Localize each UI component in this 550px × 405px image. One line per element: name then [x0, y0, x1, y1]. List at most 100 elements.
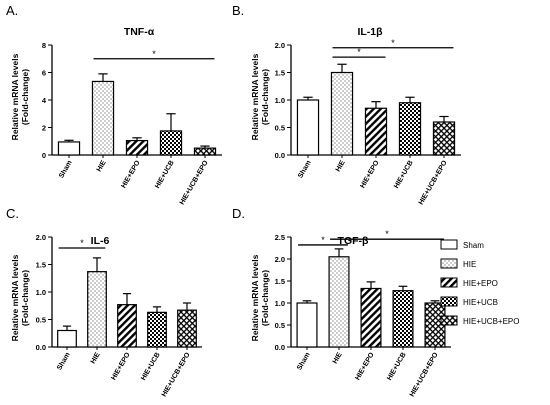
panel-d-ytick-label: 1.5 — [275, 277, 285, 286]
legend-label-hie: HIE — [463, 260, 476, 269]
panel-c-bar — [147, 311, 167, 348]
panel-c-ytick-label: 1.5 — [36, 261, 46, 270]
panel-d-ylabel-line1: Relative mRNA levels — [250, 254, 260, 341]
panel-d-bar — [296, 302, 318, 348]
panel-b-ylabel-line1: Relative mRNA levels — [250, 53, 260, 140]
panel-c-bar — [87, 271, 107, 348]
panel-c-letter: C. — [6, 206, 19, 221]
panel-d-significance-star: * — [321, 235, 325, 245]
panel-c-ytick-label: 0.5 — [36, 316, 46, 325]
panel-b-xtick-label: Sham — [297, 160, 313, 180]
legend-swatch-hie-ucb — [440, 296, 458, 307]
panel-b-ytick-label: 0.5 — [275, 124, 285, 133]
legend-label-hie-ucb: HIE+UCB — [463, 298, 498, 307]
panel-b-bar — [432, 121, 456, 156]
panel-b-ylabel: Relative mRNA levels (Fold-change) — [250, 53, 270, 140]
legend-swatch-sham — [440, 239, 458, 250]
panel-b-ylabel-line2: (Fold-change) — [260, 69, 270, 125]
legend-label-sham: Sham — [463, 241, 484, 250]
panel-c-significance-star: * — [80, 238, 84, 248]
panel-b-xtick-label: HIE — [335, 159, 347, 173]
panel-c-bar — [177, 309, 197, 348]
panel-c-ylabel-line2: (Fold-change) — [20, 270, 30, 326]
legend: Sham HIE HIE+EPO HIE+UCB HIE+UCB+EPO — [440, 239, 519, 326]
panel-a-plot: 0 2 4 6 8 Sham HIE HIE+EPO HIE+UCB HIE+UCB+EPO * — [42, 41, 222, 206]
panel-d-letter: D. — [232, 206, 245, 221]
panel-d-ytick-label: 2.0 — [275, 255, 285, 264]
panel-a-significance-star: * — [152, 49, 156, 59]
panel-d-plot: 0.0 0.5 1.0 1.5 2.0 2.5 Sham HIE HIE+EPO HIE+UCB H… — [275, 229, 451, 398]
panel-d-xtick-label: Sham — [296, 352, 312, 372]
panel-a-xtick-label: HIE+EPO — [120, 159, 142, 189]
legend-label-hie-ucb-epo: HIE+UCB+EPO — [463, 317, 519, 326]
panel-c-title: IL-6 — [91, 235, 110, 247]
panel-c-xtick-label: Sham — [56, 352, 72, 372]
panel-a-bar — [159, 130, 183, 156]
panel-a-ylabel: Relative mRNA levels (Fold-change) — [10, 53, 30, 140]
panel-d: D. TGF-β Relative mRNA levels (Fold-chan… — [232, 206, 451, 398]
panel-b-letter: B. — [232, 3, 244, 18]
panel-c-ylabel-line1: Relative mRNA levels — [10, 254, 20, 341]
panel-c-xtick-label: HIE — [90, 351, 102, 365]
panel-b-bar — [398, 102, 422, 156]
legend-swatch-hie-ucb-epo — [440, 315, 458, 326]
panel-b-bar — [330, 71, 354, 156]
panel-c-bar — [117, 304, 137, 348]
panel-a-xtick-label: HIE+UCB+EPO — [179, 159, 210, 206]
panel-a-bar — [57, 141, 81, 156]
panel-a-xtick-label: HIE+UCB — [154, 160, 176, 190]
panel-d-title: TGF-β — [338, 235, 369, 247]
panel-b-xtick-label: HIE+EPO — [359, 159, 381, 189]
panel-d-ytick-label: 1.0 — [275, 299, 285, 308]
panel-a-ytick-label: 0 — [42, 151, 46, 160]
panel-a-ylabel-line2: (Fold-change) — [20, 69, 30, 125]
panel-a-title: TNF-α — [124, 26, 155, 38]
panel-d-ylabel: Relative mRNA levels (Fold-change) — [250, 254, 270, 341]
panel-c: C. IL-6 Relative mRNA levels (Fold-chang… — [6, 206, 202, 398]
panel-b-ytick-label: 1.5 — [275, 69, 285, 78]
panel-a-bar — [193, 147, 217, 156]
panel-d-bar — [328, 256, 350, 348]
panel-a-ytick-label: 6 — [42, 69, 46, 78]
panel-b-xtick-label: HIE+UCB — [393, 160, 415, 190]
legend-swatch-hie — [440, 258, 458, 269]
panel-d-ytick-label: 0.0 — [275, 343, 285, 352]
panel-a-letter: A. — [6, 3, 18, 18]
panel-a-ytick-label: 8 — [42, 41, 46, 50]
panel-b-title: IL-1β — [357, 26, 383, 38]
panel-c-ylabel: Relative mRNA levels (Fold-change) — [10, 254, 30, 341]
panel-c-plot: 0.0 0.5 1.0 1.5 2.0 Sham HIE HIE+EPO HIE+UCB HIE+… — [36, 233, 202, 398]
panel-b-bar — [364, 107, 388, 156]
panel-a-bar — [91, 80, 115, 156]
panel-c-xtick-label: HIE+UCB — [140, 352, 162, 382]
panel-a-ytick-label: 4 — [42, 96, 47, 105]
panel-a: A. TNF-α Relative mRNA levels (Fold-chan… — [6, 3, 222, 206]
panel-d-bar — [360, 287, 382, 348]
panel-a-xtick-label: Sham — [58, 160, 74, 180]
legend-swatch-hie-epo — [440, 277, 458, 288]
panel-d-xtick-label: HIE — [332, 351, 344, 365]
panel-b-significance-star: * — [391, 38, 395, 48]
panel-d-ytick-label: 2.5 — [275, 233, 285, 242]
panel-c-xtick-label: HIE+EPO — [110, 351, 132, 381]
panel-d-ylabel-line2: (Fold-change) — [260, 270, 270, 326]
panel-d-bar — [392, 290, 414, 348]
panel-b-bar — [296, 99, 320, 156]
panel-a-xtick-label: HIE — [96, 159, 108, 173]
legend-label-hie-epo: HIE+EPO — [463, 279, 498, 288]
panel-c-ytick-label: 2.0 — [36, 233, 46, 242]
panel-b-ytick-label: 1.0 — [275, 96, 285, 105]
panel-a-bar — [125, 139, 149, 156]
panel-d-significance-star: * — [385, 229, 389, 239]
panel-a-ylabel-line1: Relative mRNA levels — [10, 53, 20, 140]
panel-a-ytick-label: 2 — [42, 124, 46, 133]
panel-d-ytick-label: 0.5 — [275, 321, 285, 330]
panel-b-ytick-label: 2.0 — [275, 41, 285, 50]
panel-b-ytick-label: 0.0 — [275, 151, 285, 160]
panel-b: B. IL-1β Relative mRNA levels (Fold-chan… — [232, 3, 461, 206]
panel-d-xtick-label: HIE+EPO — [354, 351, 376, 381]
panel-d-xtick-label: HIE+UCB — [386, 352, 408, 382]
panel-c-ytick-label: 1.0 — [36, 288, 46, 297]
panel-c-ytick-label: 0.0 — [36, 343, 46, 352]
